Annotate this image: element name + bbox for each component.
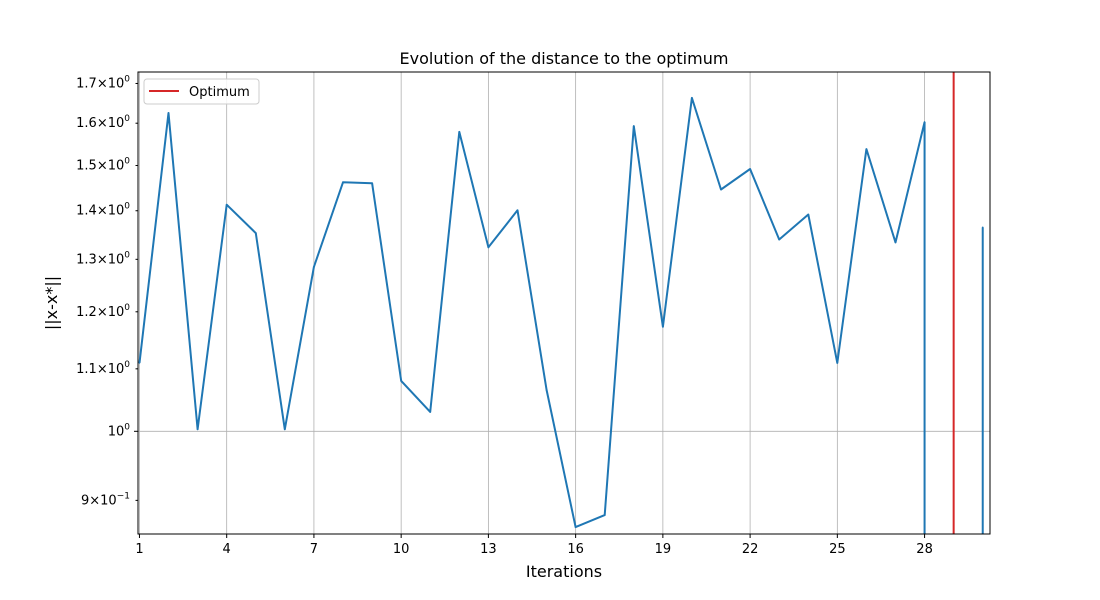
data-point xyxy=(284,428,286,431)
data-point xyxy=(574,526,577,528)
data-point xyxy=(603,514,606,516)
y-tick-label: 1.4×100 xyxy=(76,202,130,219)
x-tick-label: 28 xyxy=(916,542,933,557)
data-point xyxy=(342,181,344,184)
legend-box xyxy=(143,78,260,105)
x-tick-label: 25 xyxy=(829,542,846,557)
y-tick-label: 1.5×100 xyxy=(76,157,130,174)
x-axis-label: Iterations xyxy=(526,562,602,581)
data-point xyxy=(894,241,897,244)
data-point xyxy=(865,148,868,150)
y-tick-label: 1.6×100 xyxy=(76,114,130,131)
data-point xyxy=(720,188,722,191)
y-tick-label: 100 xyxy=(108,422,131,439)
data-point xyxy=(400,380,402,382)
x-tick-label: 22 xyxy=(742,542,759,557)
x-tick-label: 13 xyxy=(480,542,497,557)
data-point xyxy=(545,389,548,391)
legend-label-optimum: Optimum xyxy=(189,85,250,100)
data-point xyxy=(196,428,199,431)
legend: Optimum xyxy=(143,78,260,105)
x-tick-label: 4 xyxy=(223,542,231,557)
series-layer xyxy=(138,96,984,534)
x-axis-ticks: 1 4 7 10 13 16 19 22 25 28 xyxy=(135,534,933,557)
chart-title: Evolution of the distance to the optimum xyxy=(400,49,729,68)
data-point xyxy=(458,131,461,133)
data-point xyxy=(807,213,810,216)
data-point xyxy=(254,232,257,234)
data-point xyxy=(836,362,839,364)
data-point xyxy=(429,411,432,413)
plot-frame xyxy=(137,71,991,535)
data-point xyxy=(778,238,780,241)
y-axis-ticks: 9×10−1 100 1.1×100 1.2×100 1.3×100 1.4×100 1.5… xyxy=(76,74,138,508)
x-tick-label: 19 xyxy=(655,542,672,557)
data-point xyxy=(691,97,693,99)
data-point xyxy=(225,203,228,206)
data-point xyxy=(662,325,664,328)
x-tick-label: 16 xyxy=(567,542,584,557)
data-point xyxy=(487,246,490,249)
data-point xyxy=(749,168,751,170)
data-point xyxy=(371,182,373,185)
x-tick-label: 7 xyxy=(310,542,318,557)
data-point xyxy=(516,209,519,212)
data-point xyxy=(313,266,315,268)
x-tick-label: 10 xyxy=(393,542,410,557)
y-tick-label: 1.2×100 xyxy=(76,303,130,320)
y-tick-label: 9×10−1 xyxy=(81,491,130,508)
data-point xyxy=(632,125,635,127)
data-point xyxy=(167,112,170,114)
y-tick-label: 1.7×100 xyxy=(76,74,130,91)
y-tick-label: 1.1×100 xyxy=(76,360,130,377)
series-line xyxy=(138,96,926,529)
y-tick-label: 1.3×100 xyxy=(76,250,130,267)
data-point xyxy=(138,362,141,364)
y-axis-label: ||x-x*|| xyxy=(42,276,61,330)
x-tick-label: 1 xyxy=(135,542,143,557)
